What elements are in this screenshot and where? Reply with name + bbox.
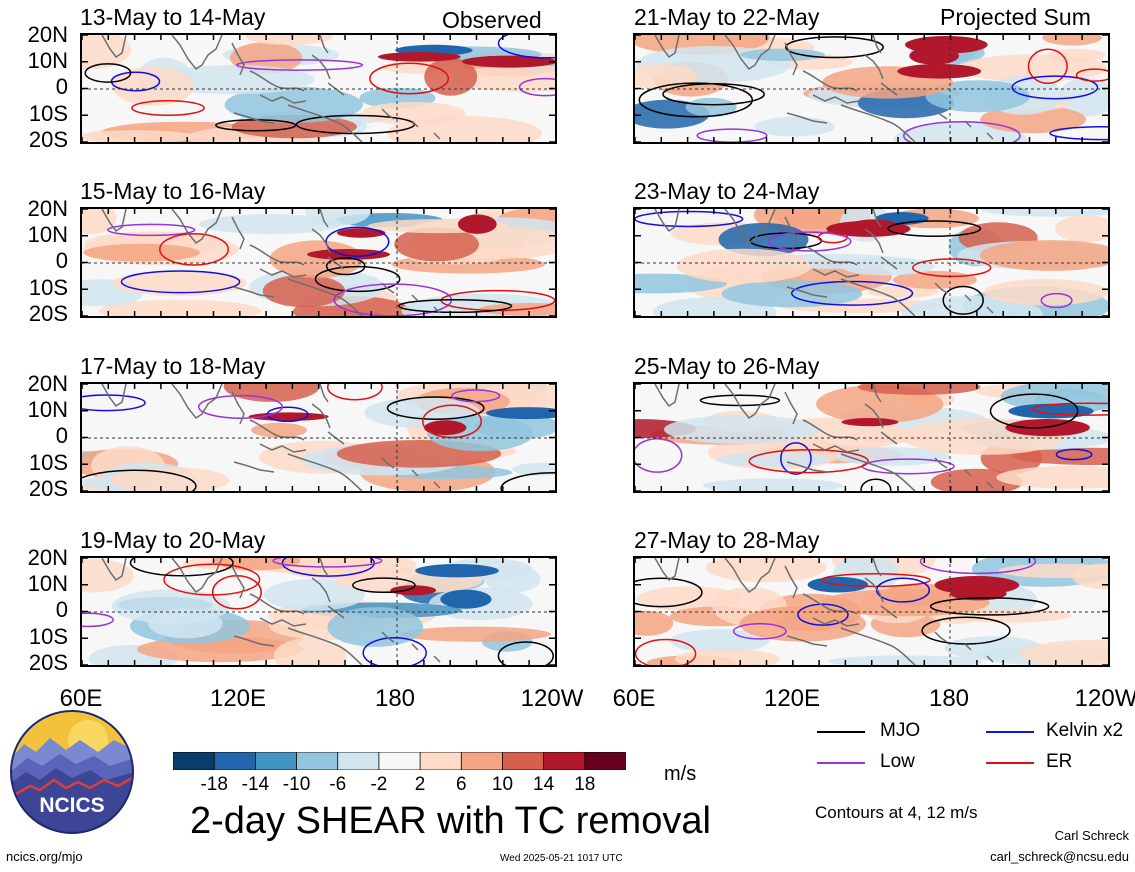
y-tick-label: 10S [28, 624, 68, 649]
projected-sum-label: Projected Sum [940, 4, 1091, 30]
colorbar-swatch [213, 751, 257, 771]
y-tick-label: 10N [27, 222, 68, 247]
colorbar-level-label: -10 [282, 774, 311, 795]
colorbar-level-label: 18 [574, 774, 596, 795]
y-tick-label: 20N [27, 371, 68, 396]
map-panel-left-1 [80, 33, 557, 144]
x-tick-label: 120E [209, 685, 267, 712]
ncics-logo-text: NCICS [39, 794, 104, 817]
x-tick-label: 60E [612, 685, 656, 712]
colorbar-level-label: 6 [455, 774, 467, 795]
y-tick-label: 10N [27, 397, 68, 422]
legend-line-kelvin [986, 731, 1034, 733]
x-tick-label: 180 [928, 685, 970, 712]
colorbar-swatch [460, 751, 504, 771]
colorbar-swatch [337, 751, 380, 771]
right-panel-title: 27-May to 28-May [634, 527, 820, 553]
y-tick-label: 0 [55, 597, 68, 622]
left-panel-title: 19-May to 20-May [80, 527, 266, 553]
colorbar-units: m/s [664, 763, 697, 785]
left-panel-title: 17-May to 18-May [80, 353, 266, 379]
y-tick-label: 10S [28, 450, 68, 475]
timestamp: Wed 2025-05-21 1017 UTC [500, 853, 623, 864]
colorbar-level-label: 2 [414, 774, 426, 795]
y-tick-label: 10S [28, 275, 68, 300]
colorbar-swatch [378, 751, 421, 771]
y-tick-label: 0 [55, 74, 68, 99]
colorbar-level-label: -18 [200, 774, 228, 795]
colorbar-swatch [254, 751, 298, 771]
observed-label: Observed [442, 7, 542, 33]
x-tick-label: 120W [1074, 685, 1135, 712]
legend-line-mjo [817, 731, 865, 733]
author-name: Carl Schreck [1054, 828, 1129, 843]
map-panel-right-4 [633, 556, 1110, 667]
legend-label-kelvin: Kelvin x2 [1046, 720, 1124, 741]
map-panel-left-4 [80, 556, 557, 667]
colorbar-swatch [502, 751, 545, 771]
contour-note: Contours at 4, 12 m/s [815, 803, 978, 822]
right-panel-title: 23-May to 24-May [634, 178, 820, 204]
y-tick-label: 10N [27, 48, 68, 73]
colorbar-swatch [296, 751, 339, 771]
y-tick-label: 0 [55, 423, 68, 448]
y-tick-label: 20N [27, 545, 68, 570]
left-panel-title: 13-May to 14-May [80, 4, 266, 30]
colorbar-level-label: -2 [370, 774, 388, 795]
colorbar-level-label: -14 [241, 774, 270, 795]
colorbar-swatch [543, 751, 586, 771]
legend-label-er: ER [1046, 751, 1073, 772]
map-panel-right-3 [633, 382, 1110, 493]
map-panel-left-3 [80, 382, 557, 493]
colorbar-level-label: -6 [329, 774, 347, 795]
legend-label-mjo: MJO [880, 720, 921, 741]
colorbar-swatch [419, 751, 463, 771]
right-panel-title: 25-May to 26-May [634, 353, 820, 379]
y-tick-label: 10S [28, 101, 68, 126]
author-email[interactable]: carl_schreck@ncsu.edu [990, 849, 1129, 864]
y-tick-label: 20S [28, 476, 68, 501]
y-tick-label: 20S [28, 127, 68, 152]
y-tick-label: 10N [27, 571, 68, 596]
source-url[interactable]: ncics.org/mjo [6, 849, 83, 864]
map-panel-right-2 [633, 207, 1110, 318]
map-panel-right-1 [633, 33, 1110, 144]
x-tick-label: 180 [374, 685, 416, 712]
y-tick-label: 20S [28, 301, 68, 326]
legend-line-low [817, 762, 865, 764]
colorbar-swatch [584, 751, 627, 771]
colorbar-level-label: 14 [533, 774, 555, 795]
left-panel-title: 15-May to 16-May [80, 178, 266, 204]
x-tick-label: 120E [763, 685, 821, 712]
map-panel-left-2 [80, 207, 557, 318]
legend-line-er [986, 762, 1034, 764]
y-tick-label: 20S [28, 650, 68, 675]
y-tick-label: 0 [55, 248, 68, 273]
legend-label-low: Low [880, 751, 915, 772]
x-tick-label: 120W [520, 685, 584, 712]
y-tick-label: 20N [27, 22, 68, 47]
y-tick-label: 20N [27, 196, 68, 221]
colorbar [172, 751, 627, 771]
figure-title: 2-day SHEAR with TC removal [190, 800, 711, 842]
colorbar-swatch [172, 751, 216, 771]
right-panel-title: 21-May to 22-May [634, 4, 820, 30]
colorbar-level-label: 10 [491, 774, 514, 795]
x-tick-label: 60E [59, 685, 103, 712]
ncics-logo[interactable]: NCICS [10, 710, 134, 834]
